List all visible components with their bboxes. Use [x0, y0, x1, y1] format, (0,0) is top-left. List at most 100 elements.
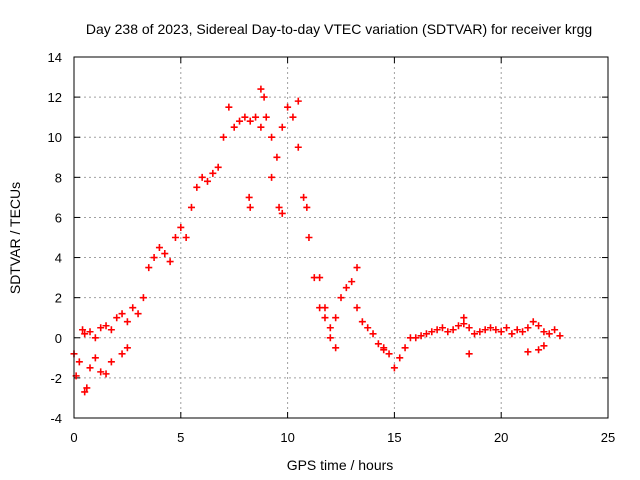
data-point	[401, 344, 409, 352]
data-point	[257, 85, 265, 93]
data-point	[86, 328, 94, 336]
data-point	[134, 310, 142, 318]
data-point	[81, 388, 89, 396]
data-point	[353, 304, 361, 312]
data-point	[118, 310, 126, 318]
data-point	[412, 334, 420, 342]
data-point	[225, 103, 233, 111]
data-points	[70, 85, 564, 396]
data-point	[540, 328, 548, 336]
data-point	[241, 113, 249, 121]
data-point	[145, 264, 153, 272]
data-point	[262, 113, 270, 121]
data-point	[551, 326, 559, 334]
data-point	[535, 346, 543, 354]
data-point	[326, 324, 334, 332]
data-point	[481, 326, 489, 334]
data-point	[79, 326, 87, 334]
data-point	[214, 163, 222, 171]
data-point	[428, 328, 436, 336]
x-tick-label: 10	[280, 430, 294, 445]
y-tick-label: 0	[55, 331, 62, 346]
data-point	[187, 203, 195, 211]
data-point	[289, 113, 297, 121]
data-point	[268, 133, 276, 141]
y-tick-label: -2	[50, 371, 62, 386]
data-point	[396, 354, 404, 362]
data-point	[260, 93, 268, 101]
data-point	[204, 177, 211, 185]
data-point	[390, 364, 398, 372]
data-point	[245, 193, 253, 201]
data-point	[123, 318, 131, 326]
data-point	[246, 117, 254, 125]
data-point	[91, 334, 99, 342]
data-point	[454, 322, 462, 330]
data-point	[193, 183, 201, 191]
data-point	[294, 143, 302, 151]
data-point	[284, 103, 292, 111]
data-point	[380, 346, 388, 354]
data-point	[273, 153, 281, 161]
data-point	[252, 113, 260, 121]
data-point	[460, 314, 468, 322]
data-point	[257, 123, 265, 131]
data-point	[316, 274, 324, 282]
data-point	[465, 350, 473, 358]
data-point	[97, 368, 105, 376]
data-point	[113, 314, 121, 322]
data-point	[321, 314, 329, 322]
data-point	[220, 133, 228, 141]
data-point	[75, 358, 83, 366]
data-point	[123, 344, 131, 352]
data-point	[465, 324, 473, 332]
x-tick-label: 20	[494, 430, 508, 445]
y-tick-labels: -4 -2 0 2 4 6 8 10 12 14	[48, 50, 62, 426]
data-point	[540, 342, 548, 350]
data-point	[161, 250, 169, 258]
data-point	[268, 173, 276, 181]
data-point	[444, 328, 452, 336]
data-point	[246, 203, 254, 211]
data-point	[150, 254, 158, 262]
data-point	[303, 203, 311, 211]
data-point	[337, 294, 345, 302]
data-point	[177, 223, 185, 231]
data-point	[305, 234, 313, 241]
data-point	[97, 324, 105, 332]
data-point	[417, 332, 425, 340]
data-point	[503, 324, 511, 332]
data-point	[326, 334, 334, 342]
data-point	[102, 370, 110, 378]
data-point	[449, 326, 457, 334]
data-point	[471, 330, 478, 338]
data-point	[182, 234, 190, 241]
x-tick-label: 15	[387, 430, 401, 445]
data-point	[300, 193, 308, 201]
x-tick-label: 0	[70, 430, 77, 445]
y-tick-label: 8	[55, 170, 62, 185]
data-point	[155, 244, 163, 252]
data-point	[107, 326, 115, 334]
x-tick-label: 5	[177, 430, 184, 445]
data-point	[524, 348, 532, 356]
data-point	[171, 234, 179, 241]
y-tick-label: 12	[48, 90, 62, 105]
data-point	[422, 330, 430, 338]
x-tick-labels: 0 5 10 15 20 25	[70, 430, 615, 445]
data-point	[83, 384, 91, 392]
data-point	[492, 326, 500, 334]
data-point	[374, 340, 382, 348]
data-point	[358, 318, 366, 326]
y-tick-label: 2	[55, 291, 62, 306]
x-axis-label: GPS time / hours	[287, 457, 394, 473]
data-point	[209, 169, 217, 177]
data-point	[524, 324, 532, 332]
data-point	[81, 330, 89, 338]
y-tick-label: -4	[50, 411, 62, 426]
data-point	[513, 326, 521, 334]
data-point	[433, 326, 441, 334]
data-point	[86, 364, 94, 372]
data-point	[230, 123, 238, 131]
